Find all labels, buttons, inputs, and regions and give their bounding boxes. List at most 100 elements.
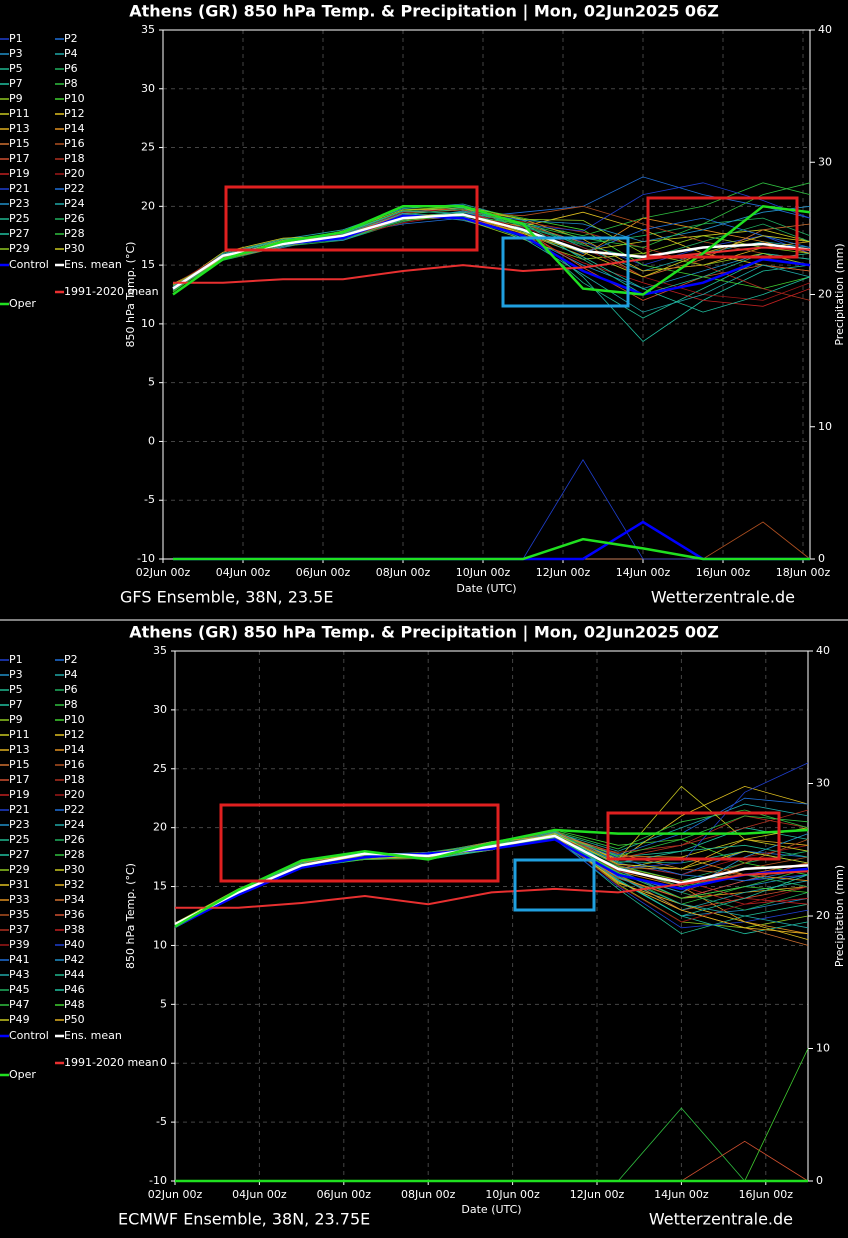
chart-title: Athens (GR) 850 hPa Temp. & Precipitatio… [129,2,719,22]
legend-label: P23 [9,818,30,831]
y-tick-label: 30 [153,703,167,716]
legend-label: 1991-2020 mean [64,285,159,298]
legend-label: P32 [64,878,85,891]
credit: Wetterzentrale.de [649,1210,793,1229]
precip-line [175,1140,809,1182]
legend-label: P33 [9,893,30,906]
x-tick-label: 18Jun 00z [776,566,831,579]
legend-label: P41 [9,953,30,966]
legend-label: P39 [9,938,30,951]
legend-label: P49 [9,1013,30,1026]
legend-label: P34 [64,893,85,906]
series-line [174,838,809,929]
legend-label: P47 [9,998,30,1011]
legend-label: P13 [9,122,30,135]
precip-line [173,520,810,561]
highlight-box [224,185,479,252]
precip-line [175,1107,808,1182]
legend-label: P3 [9,668,23,681]
series-line [174,838,809,929]
y-tick-label: 10 [153,938,167,951]
y-tick-label: 10 [141,317,155,330]
legend-label: P11 [9,728,30,741]
y-tick-label: 20 [141,199,155,212]
x-tick-label: 06Jun 00z [317,1188,372,1201]
plot-frame [174,650,809,1182]
legend-label: P20 [64,788,85,801]
series-line [172,182,811,292]
legend-label: P18 [64,773,85,786]
legend-label: P10 [64,92,85,105]
y2-tick-label: 0 [816,1174,823,1187]
plot-frame [162,29,811,560]
legend-label: P44 [64,968,85,981]
legend-label: P5 [9,62,23,75]
series-line [174,835,809,946]
y2-axis-label: Precipitation (mm) [833,243,846,345]
x-tick-label: 16Jun 00z [696,566,751,579]
legend-label: P4 [64,47,78,60]
legend-label: P21 [9,182,30,195]
legend-label: P1 [9,653,23,666]
legend-label: P19 [9,788,30,801]
legend-label: P46 [64,983,85,996]
annotations [219,185,799,912]
legend-label: P18 [64,152,85,165]
y-tick-label: 35 [141,23,155,36]
y2-axis-label: Precipitation (mm) [833,865,846,967]
legend-label: P12 [64,728,85,741]
legend-label: P23 [9,197,30,210]
legend-label: P12 [64,107,85,120]
legend-label: Ens. mean [64,1029,122,1042]
x-tick-label: 06Jun 00z [296,566,351,579]
legend-label: P43 [9,968,30,981]
legend-label: P45 [9,983,30,996]
legend-label: P38 [64,923,85,936]
x-tick-label: 10Jun 00z [485,1188,540,1201]
legend-label: Control [9,1029,49,1042]
y-tick-label: 5 [160,997,167,1010]
legend-label: P7 [9,698,23,711]
y2-tick-label: 10 [818,420,832,433]
legend-label: P48 [64,998,85,1011]
x-tick-label: 02Jun 00z [148,1188,203,1201]
legend-label: P17 [9,773,30,786]
legend-label: P22 [64,182,85,195]
legend-label: P5 [9,683,23,696]
x-axis-label: Date (UTC) [461,1203,521,1216]
series-line [174,834,809,926]
legend-label: P28 [64,227,85,240]
legend-label: P50 [64,1013,85,1026]
legend-label: P40 [64,938,85,951]
legend-label: 1991-2020 mean [64,1056,159,1069]
legend-label: P36 [64,908,85,921]
x-tick-label: 04Jun 00z [216,566,271,579]
highlight-box [646,196,799,259]
y-tick-label: -5 [144,493,155,506]
x-tick-label: 08Jun 00z [401,1188,456,1201]
precip-line [173,537,810,561]
x-tick-label: 12Jun 00z [570,1188,625,1201]
legend-label: P31 [9,878,30,891]
legend-label: P25 [9,833,30,846]
source: GFS Ensemble, 38N, 23.5E [120,588,333,607]
legend-label: P20 [64,167,85,180]
legend-label: P10 [64,713,85,726]
x-tick-label: 04Jun 00z [232,1188,287,1201]
x-tick-label: 14Jun 00z [654,1188,709,1201]
series-line [174,838,809,929]
highlight-box [219,803,500,883]
y-tick-label: 30 [141,82,155,95]
legend-label: P14 [64,122,85,135]
legend-label: P9 [9,92,23,105]
legend-label: P4 [64,668,78,681]
legend-label: P24 [64,197,85,210]
legend-label: P17 [9,152,30,165]
legend-label: P28 [64,848,85,861]
precip-line [173,459,810,560]
legend-label: P2 [64,653,78,666]
legend-label: P26 [64,212,85,225]
y-tick-label: -10 [137,552,155,565]
legend-label: P42 [64,953,85,966]
